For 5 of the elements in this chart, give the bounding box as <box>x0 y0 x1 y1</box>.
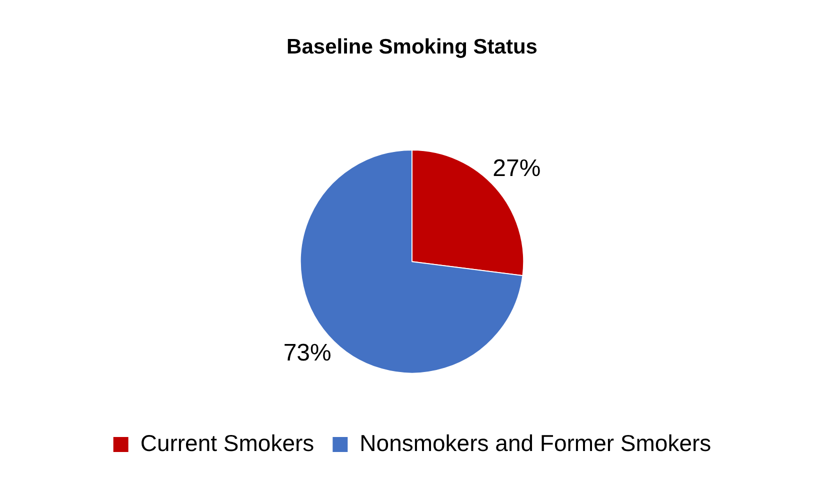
data-label: 27% <box>492 154 541 182</box>
legend-label: Current Smokers <box>140 430 314 456</box>
legend-label: Nonsmokers and Former Smokers <box>360 430 712 456</box>
chart-title: Baseline Smoking Status <box>286 35 538 58</box>
data-label: 73% <box>283 339 332 366</box>
